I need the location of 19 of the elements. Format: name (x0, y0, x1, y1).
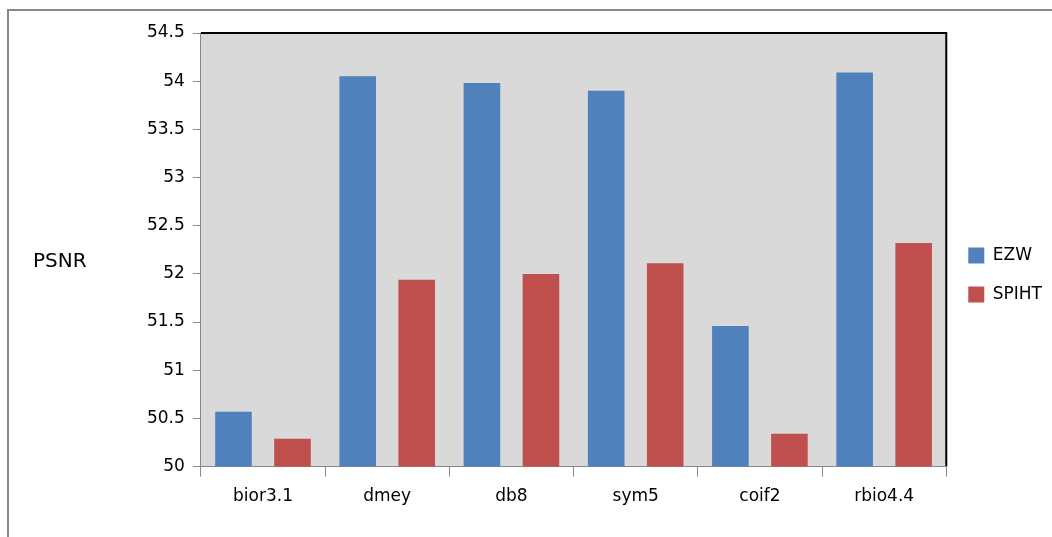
y-tick-label: 53 (163, 165, 185, 186)
y-tick-label: 52.5 (146, 214, 185, 235)
y-tick-label: 54 (163, 69, 185, 90)
y-tick-label: 54.5 (146, 21, 185, 42)
legend-label: EZW (992, 243, 1033, 264)
y-tick-label: 53.5 (146, 117, 185, 138)
x-tick-label: db8 (495, 485, 528, 506)
x-tick-label: rbio4.4 (854, 485, 915, 506)
y-tick-label: 52 (163, 262, 185, 283)
legend-label: SPIHT (992, 282, 1043, 303)
x-tick-label: sym5 (612, 485, 659, 506)
y-tick-label: 51.5 (146, 310, 185, 331)
y-tick-label: 50.5 (146, 406, 185, 427)
x-tick-label: bior3.1 (232, 485, 293, 506)
x-tick-label: dmey (363, 485, 412, 506)
x-tick-label: coif2 (739, 485, 781, 506)
y-tick-label: 50 (163, 455, 185, 476)
y-axis-title: PSNR (33, 248, 87, 272)
y-tick-label: 51 (163, 358, 185, 379)
